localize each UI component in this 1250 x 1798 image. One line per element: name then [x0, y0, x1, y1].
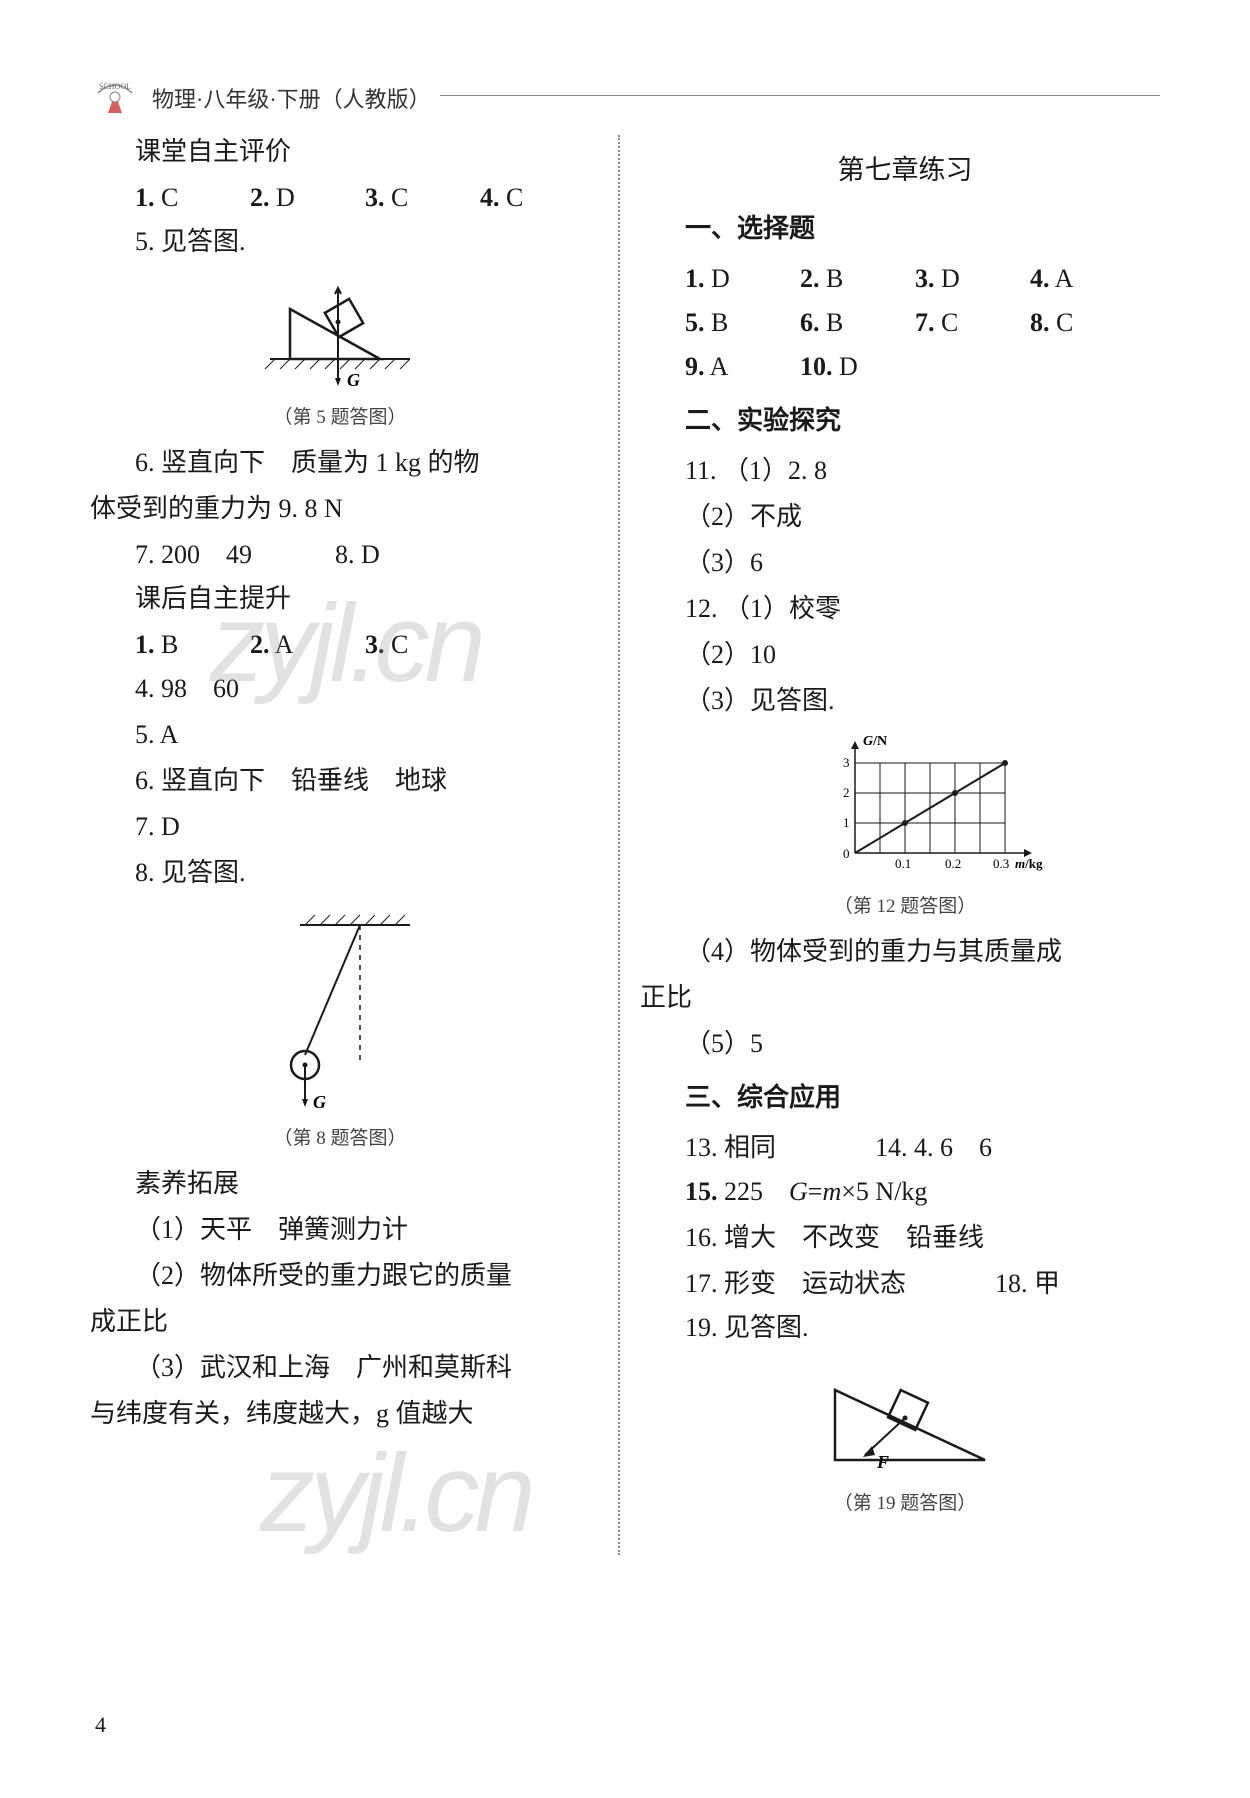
page-number: 4: [95, 1712, 106, 1738]
answer-text: 15. 225 G=m×5 N/kg: [640, 1170, 1170, 1214]
answer-item: 3. C: [365, 623, 480, 667]
answer-item: 4. C: [480, 176, 595, 220]
figure-8: G: [90, 905, 590, 1115]
force-label-g: G: [313, 1092, 326, 1112]
answer-text: 成正比: [90, 1300, 590, 1344]
answer-row: 1. C 2. D 3. C 4. C: [90, 176, 590, 220]
answer-item: 1. D: [685, 257, 800, 301]
answer-item: 10. D: [800, 345, 915, 389]
answer-text: 与纬度有关，纬度越大，g 值越大: [90, 1392, 590, 1436]
tick-label: 0.2: [945, 856, 961, 871]
answer-text: （2）不成: [640, 495, 1170, 539]
answer-text: （3）武汉和上海 广州和莫斯科: [90, 1346, 590, 1390]
content-area: 课堂自主评价 1. C 2. D 3. C 4. C 5. 见答图.: [90, 130, 1170, 1527]
answer-text: 12. （1）校零: [640, 587, 1170, 631]
school-logo: SCHOOL: [90, 75, 140, 120]
answer-text: 16. 增大 不改变 铅垂线: [640, 1216, 1170, 1260]
figure-caption: （第 19 题答图）: [640, 1488, 1170, 1515]
answer-item: 3. C: [365, 176, 480, 220]
tick-label: 3: [843, 755, 850, 770]
answer-text: 体受到的重力为 9. 8 N: [90, 487, 590, 531]
answer-text: 8. D: [335, 533, 380, 577]
answer-text: 8. 见答图.: [90, 851, 590, 895]
tick-label: 0: [843, 846, 850, 861]
answer-item: 5. B: [685, 301, 800, 345]
answer-item: 2. A: [250, 623, 365, 667]
tick-label: 2: [843, 785, 850, 800]
answer-item: 8. C: [1030, 301, 1145, 345]
section-heading: 一、选择题: [640, 207, 1170, 251]
section-heading: 三、综合应用: [640, 1076, 1170, 1120]
figure-caption: （第 8 题答图）: [90, 1123, 590, 1150]
answer-item: 1. B: [135, 623, 250, 667]
answer-text: （3）6: [640, 541, 1170, 585]
answer-text: （2）物体所受的重力跟它的质量: [90, 1254, 590, 1298]
answer-text: 5. 见答图.: [90, 220, 590, 264]
right-column: 第七章练习 一、选择题 1. D 2. B 3. D 4. A 5. B 6. …: [615, 130, 1170, 1527]
subsection-heading: 素养拓展: [90, 1162, 590, 1206]
answer-text: 正比: [640, 976, 1170, 1020]
answer-text: 5. A: [90, 713, 590, 757]
answer-text: 17. 形变 运动状态: [685, 1262, 995, 1306]
answer-text: 19. 见答图.: [640, 1306, 1170, 1350]
answer-text: （4）物体受到的重力与其质量成: [640, 930, 1170, 974]
answer-text: 14. 4. 6 6: [875, 1126, 992, 1170]
answer-row: 7. 200 49 8. D: [90, 533, 590, 577]
answer-row: 5. B 6. B 7. C 8. C: [640, 301, 1170, 345]
answer-text: 6. 竖直向下 质量为 1 kg 的物: [90, 441, 590, 485]
answer-row: 13. 相同 14. 4. 6 6: [640, 1126, 1170, 1170]
x-axis-label: m/kg: [1015, 856, 1043, 871]
answer-text: （5）5: [640, 1022, 1170, 1066]
answer-item: 2. D: [250, 176, 365, 220]
figure-caption: （第 12 题答图）: [640, 891, 1170, 918]
answer-text: （2）10: [640, 633, 1170, 677]
answer-item: 3. D: [915, 257, 1030, 301]
answer-text: （3）见答图.: [640, 679, 1170, 723]
tick-label: 0.3: [993, 856, 1009, 871]
answer-text: （1）天平 弹簧测力计: [90, 1208, 590, 1252]
answer-row: 9. A 10. D: [640, 345, 1170, 389]
answer-row: 1. B 2. A 3. C: [90, 623, 590, 667]
tick-label: 1: [843, 815, 850, 830]
force-label-g: G: [347, 370, 360, 390]
logo-text: SCHOOL: [99, 82, 131, 91]
answer-row: 17. 形变 运动状态 18. 甲: [640, 1262, 1170, 1306]
answer-item: 4. A: [1030, 257, 1145, 301]
figure-5: G: [90, 274, 590, 394]
answer-item: 9. A: [685, 345, 800, 389]
answer-item: 7. C: [915, 301, 1030, 345]
answer-text: 6. 竖直向下 铅垂线 地球: [90, 759, 590, 803]
header-text: 物理·八年级·下册（人教版）: [152, 82, 431, 114]
left-column: 课堂自主评价 1. C 2. D 3. C 4. C 5. 见答图.: [90, 130, 615, 1527]
answer-item: 6. B: [800, 301, 915, 345]
answer-row: 1. D 2. B 3. D 4. A: [640, 257, 1170, 301]
answer-text: 4. 98 60: [90, 667, 590, 711]
answer-item: 2. B: [800, 257, 915, 301]
subsection-heading: 课后自主提升: [90, 577, 590, 621]
answer-text: 18. 甲: [995, 1262, 1060, 1306]
force-label-f: F: [876, 1452, 889, 1472]
figure-12-chart: G/N 0 1 2 3 0.1 0.2 0.3 m/kg: [700, 733, 1170, 883]
answer-text: 13. 相同: [685, 1126, 875, 1170]
answer-text: 7. D: [90, 805, 590, 849]
chapter-title: 第七章练习: [640, 148, 1170, 187]
header-rule: [440, 95, 1160, 96]
answer-item: 1. C: [135, 176, 250, 220]
figure-19: F: [640, 1360, 1170, 1480]
subsection-heading: 课堂自主评价: [90, 130, 590, 174]
answer-text: 11. （1）2. 8: [640, 449, 1170, 493]
figure-caption: （第 5 题答图）: [90, 402, 590, 429]
answer-text: 7. 200 49: [135, 533, 335, 577]
tick-label: 0.1: [895, 856, 911, 871]
y-axis-label: G/N: [863, 734, 887, 749]
section-heading: 二、实验探究: [640, 399, 1170, 443]
page-header: SCHOOL 物理·八年级·下册（人教版）: [90, 75, 431, 120]
